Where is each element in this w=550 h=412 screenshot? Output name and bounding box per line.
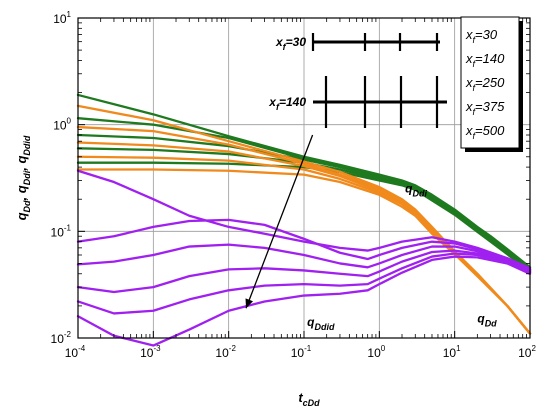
x-tick-label-2: 10-2: [215, 344, 236, 360]
x-axis-label: tcDd: [298, 390, 320, 408]
series-qDdi-5: [76, 161, 532, 274]
axis-ticks: 10-4 10-3 10-2 10-1 100 101 102 10-2 10-1 100 101: [51, 10, 537, 360]
label-qddid: qDdid: [307, 315, 335, 332]
series-qDdi-2: [76, 117, 532, 271]
series-qDdid-1: [76, 169, 532, 270]
legend-entry-0: xf=30: [465, 27, 498, 45]
trend-arrow-head: [245, 298, 253, 309]
legend-entry-1: xf=140: [465, 51, 505, 69]
series-qDdid-4: [76, 249, 532, 294]
label-qddi: qDdi: [405, 182, 427, 199]
trend-arrow-shaft: [245, 134, 314, 309]
x-tick-label-3: 10-1: [291, 344, 312, 360]
x-tick-label-5: 101: [443, 344, 461, 360]
schematic-label-0: xf=30: [275, 35, 306, 52]
series-qDdi-1: [76, 93, 532, 269]
x-tick-label-6: 102: [518, 344, 536, 360]
curve-annotations: qDdi qDd qDdid: [245, 134, 497, 332]
series-qDdid-2: [76, 218, 532, 271]
y-tick-label-3: 101: [53, 10, 71, 26]
y-tick-label-0: 10-2: [51, 330, 72, 346]
legend-entry-4: xf=500: [465, 123, 505, 141]
axis-labels: tcDd qDd, qDdi, qDdid: [14, 135, 320, 408]
x-tick-label-0: 10-4: [65, 344, 86, 360]
x-tick-label-4: 100: [367, 344, 385, 360]
x-tick-label-1: 10-3: [140, 344, 161, 360]
legend-box: [460, 16, 520, 149]
series-qDdid-5: [76, 252, 532, 315]
schematic-label-1: xf=140: [268, 95, 306, 112]
legend-entry-2: xf=250: [465, 75, 505, 93]
y-tick-label-2: 100: [53, 117, 71, 133]
legend-entry-3: xf=375: [465, 99, 505, 117]
series-qDd-5: [76, 168, 532, 335]
y-tick-label-1: 10-1: [51, 223, 72, 239]
series-qDdid-3: [76, 243, 532, 272]
fracture-schematic: xf=30 xf=140: [268, 33, 447, 128]
y-axis-label: qDd, qDdi, qDdid: [14, 135, 32, 220]
label-qdd: qDd: [477, 311, 497, 328]
legend: xf=30 xf=140 xf=250 xf=375 xf=500: [460, 16, 523, 152]
